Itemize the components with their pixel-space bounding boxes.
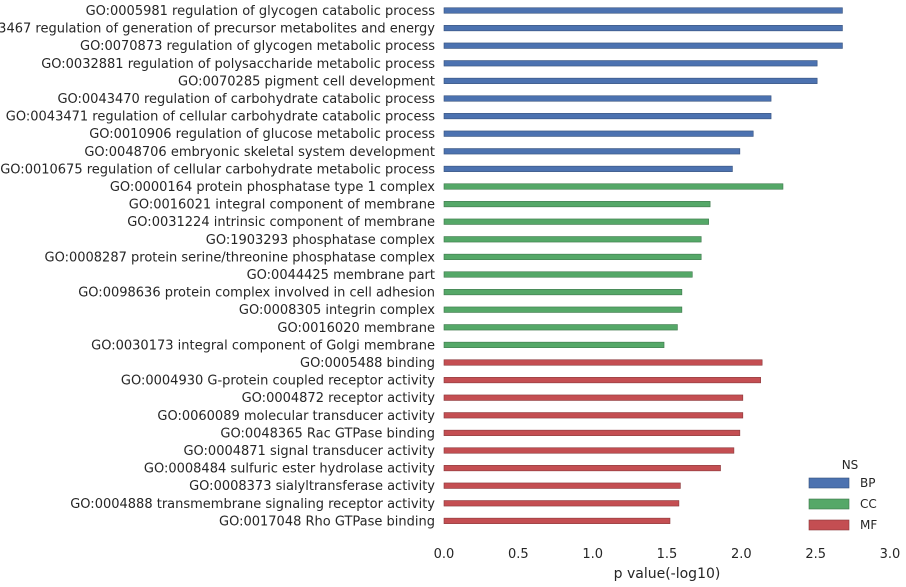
y-tick-label: GO:0030173 integral component of Golgi m… bbox=[91, 338, 435, 353]
bar-mf-22 bbox=[443, 394, 744, 401]
legend-swatch-mf bbox=[808, 519, 850, 531]
x-axis-label: p value(-log10) bbox=[614, 566, 721, 582]
y-tick-label: GO:0070873 regulation of glycogen metabo… bbox=[80, 39, 435, 54]
bar-mf-28 bbox=[443, 500, 680, 507]
bar-mf-21 bbox=[443, 377, 761, 384]
bar-mf-26 bbox=[443, 465, 721, 472]
y-tick-label: GO:0044425 membrane part bbox=[247, 268, 435, 283]
bar-cc-14 bbox=[443, 253, 702, 260]
y-tick-label: GO:0008305 integrin complex bbox=[239, 303, 435, 318]
y-tick-label: GO:0004888 transmembrane signaling recep… bbox=[70, 497, 435, 512]
bar-bp-9 bbox=[443, 165, 733, 172]
bar-cc-19 bbox=[443, 341, 665, 348]
y-tick-label: GO:0004871 signal transducer activity bbox=[183, 444, 435, 459]
bar-cc-16 bbox=[443, 289, 683, 296]
y-tick-label: GO:0010675 regulation of cellular carboh… bbox=[0, 162, 435, 177]
y-tick-labels: GO:0005981 regulation of glycogen catabo… bbox=[0, 4, 435, 529]
y-tick-label: GO:0008373 sialyltransferase activity bbox=[189, 479, 435, 494]
y-tick-label: GO:0005488 binding bbox=[300, 356, 435, 371]
bar-bp-4 bbox=[443, 77, 818, 84]
bar-cc-11 bbox=[443, 201, 711, 208]
y-tick-label: GO:0048365 Rac GTPase binding bbox=[220, 426, 435, 441]
bar-cc-13 bbox=[443, 236, 702, 243]
x-tick-label: 2.5 bbox=[805, 547, 826, 562]
legend-swatch-bp bbox=[808, 477, 850, 489]
bar-bp-8 bbox=[443, 148, 741, 155]
y-tick-label: GO:0043471 regulation of cellular carboh… bbox=[6, 110, 435, 125]
y-tick-label: GO:0043467 regulation of generation of p… bbox=[0, 22, 435, 37]
y-tick-label: GO:0070285 pigment cell development bbox=[178, 74, 435, 89]
bar-bp-0 bbox=[443, 7, 843, 14]
y-tick-label: GO:0048706 embryonic skeletal system dev… bbox=[84, 145, 435, 160]
legend-label-bp: BP bbox=[860, 476, 875, 490]
bar-bp-5 bbox=[443, 95, 772, 102]
y-tick-label: GO:0010906 regulation of glucose metabol… bbox=[89, 127, 435, 142]
legend: NS BP CC MF bbox=[808, 458, 877, 532]
y-tick-label: GO:0031224 intrinsic component of membra… bbox=[127, 215, 435, 230]
x-tick-label: 0.0 bbox=[434, 547, 455, 562]
y-tick-label: GO:0043470 regulation of carbohydrate ca… bbox=[57, 92, 435, 107]
bar-bp-1 bbox=[443, 25, 843, 32]
y-tick-label: GO:0008484 sulfuric ester hydrolase acti… bbox=[144, 462, 435, 477]
bar-mf-29 bbox=[443, 517, 671, 524]
bars-layer bbox=[443, 7, 843, 524]
y-tick-label: GO:0060089 molecular transducer activity bbox=[157, 409, 435, 424]
bar-cc-15 bbox=[443, 271, 693, 278]
x-tick-label: 1.5 bbox=[657, 547, 678, 562]
bar-mf-23 bbox=[443, 412, 744, 419]
bar-mf-27 bbox=[443, 482, 681, 489]
bar-cc-12 bbox=[443, 218, 709, 225]
legend-label-cc: CC bbox=[860, 497, 877, 511]
legend-label-mf: MF bbox=[860, 518, 877, 532]
y-tick-label: GO:0008287 protein serine/threonine phos… bbox=[45, 250, 436, 265]
x-tick-label: 0.5 bbox=[508, 547, 529, 562]
x-tick-labels: 0.0 0.5 1.0 1.5 2.0 2.5 3.0 bbox=[434, 547, 901, 562]
y-tick-label: GO:0004872 receptor activity bbox=[242, 391, 436, 406]
x-tick-label: 2.0 bbox=[731, 547, 752, 562]
legend-title: NS bbox=[842, 458, 859, 472]
y-tick-label: GO:0005981 regulation of glycogen catabo… bbox=[86, 4, 436, 19]
bar-cc-17 bbox=[443, 306, 683, 313]
bar-mf-25 bbox=[443, 447, 735, 454]
x-tick-label: 3.0 bbox=[880, 547, 901, 562]
y-tick-label: GO:0098636 protein complex involved in c… bbox=[78, 286, 435, 301]
x-tick-label: 1.0 bbox=[582, 547, 603, 562]
bar-mf-20 bbox=[443, 359, 763, 366]
bar-bp-2 bbox=[443, 42, 843, 49]
bar-cc-18 bbox=[443, 324, 678, 331]
bar-cc-10 bbox=[443, 183, 784, 190]
bar-bp-6 bbox=[443, 113, 772, 120]
bar-mf-24 bbox=[443, 429, 741, 436]
y-tick-label: GO:1903293 phosphatase complex bbox=[206, 233, 436, 248]
y-tick-label: GO:0004930 G-protein coupled receptor ac… bbox=[121, 374, 435, 389]
bar-bp-3 bbox=[443, 60, 818, 67]
y-tick-label: GO:0016021 integral component of membran… bbox=[129, 198, 435, 213]
y-tick-label: GO:0017048 Rho GTPase binding bbox=[219, 514, 435, 529]
bar-bp-7 bbox=[443, 130, 754, 137]
y-tick-label: GO:0000164 protein phosphatase type 1 co… bbox=[110, 180, 435, 195]
legend-swatch-cc bbox=[808, 498, 850, 510]
y-tick-label: GO:0032881 regulation of polysaccharide … bbox=[41, 57, 435, 72]
y-tick-label: GO:0016020 membrane bbox=[277, 321, 435, 336]
